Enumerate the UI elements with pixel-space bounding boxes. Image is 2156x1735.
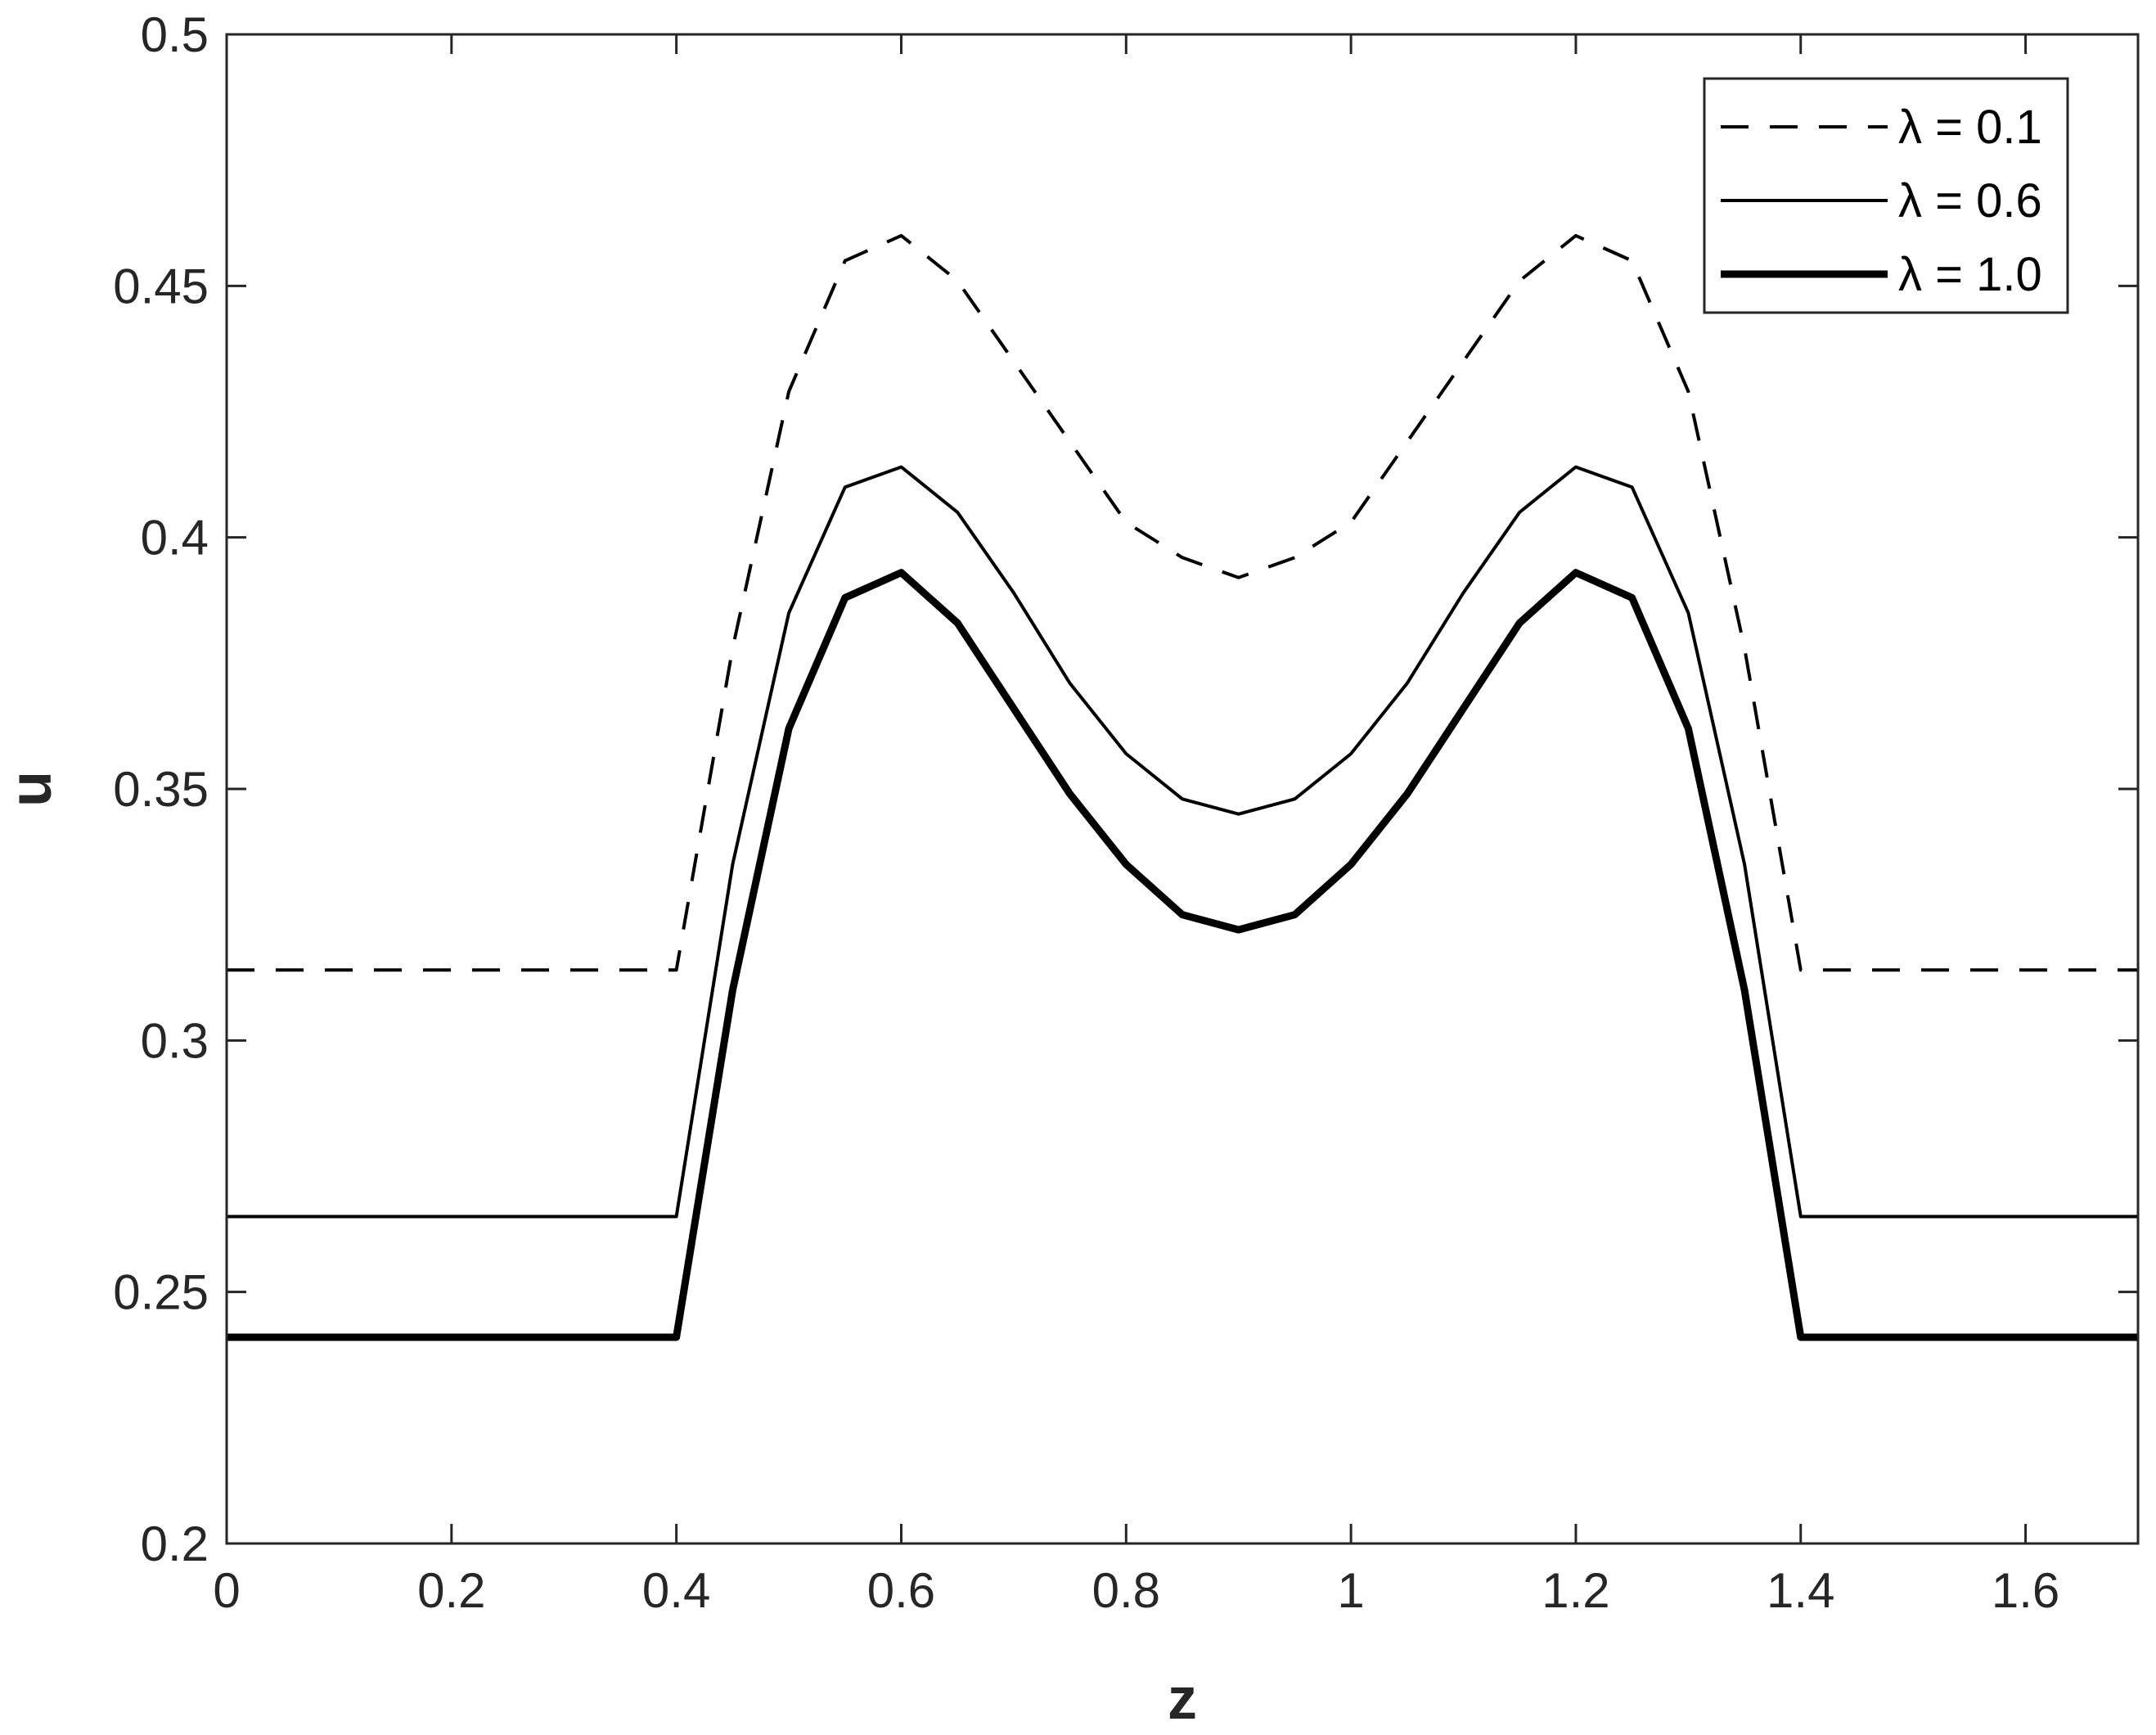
x-tick-label: 0.2 bbox=[417, 1563, 485, 1618]
x-tick-label: 1.6 bbox=[1992, 1563, 2059, 1618]
series-line-1 bbox=[227, 465, 2138, 1219]
x-tick-label: 1 bbox=[1337, 1563, 1364, 1618]
x-tick-label: 0 bbox=[213, 1563, 240, 1618]
series-line-0 bbox=[227, 233, 2138, 972]
y-tick-label: 0.25 bbox=[113, 1265, 209, 1320]
legend-label-0: λ = 0.1 bbox=[1898, 101, 2042, 154]
legend-label-2: λ = 1.0 bbox=[1898, 248, 2042, 301]
plot-frame bbox=[225, 33, 2140, 1545]
y-tick-label: 0.45 bbox=[113, 259, 209, 313]
y-tick-label: 0.5 bbox=[141, 7, 209, 62]
x-axis-label: z bbox=[1168, 1666, 1197, 1732]
legend-label-1: λ = 0.6 bbox=[1898, 174, 2042, 228]
x-tick-label: 1.4 bbox=[1767, 1563, 1834, 1618]
x-tick-label: 1.2 bbox=[1542, 1563, 1609, 1618]
y-tick-label: 0.35 bbox=[113, 762, 209, 817]
x-tick-label: 0.6 bbox=[867, 1563, 935, 1618]
y-axis-label: u bbox=[0, 771, 64, 807]
y-tick-label: 0.2 bbox=[141, 1516, 209, 1571]
y-tick-label: 0.4 bbox=[141, 511, 209, 566]
y-tick-label: 0.3 bbox=[141, 1013, 209, 1068]
legend: λ = 0.1 λ = 0.6 λ = 1.0 bbox=[1703, 77, 2069, 314]
x-tick-label: 0.8 bbox=[1092, 1563, 1160, 1618]
x-tick-label: 0.4 bbox=[642, 1563, 710, 1618]
series-line-2 bbox=[227, 569, 2138, 1341]
